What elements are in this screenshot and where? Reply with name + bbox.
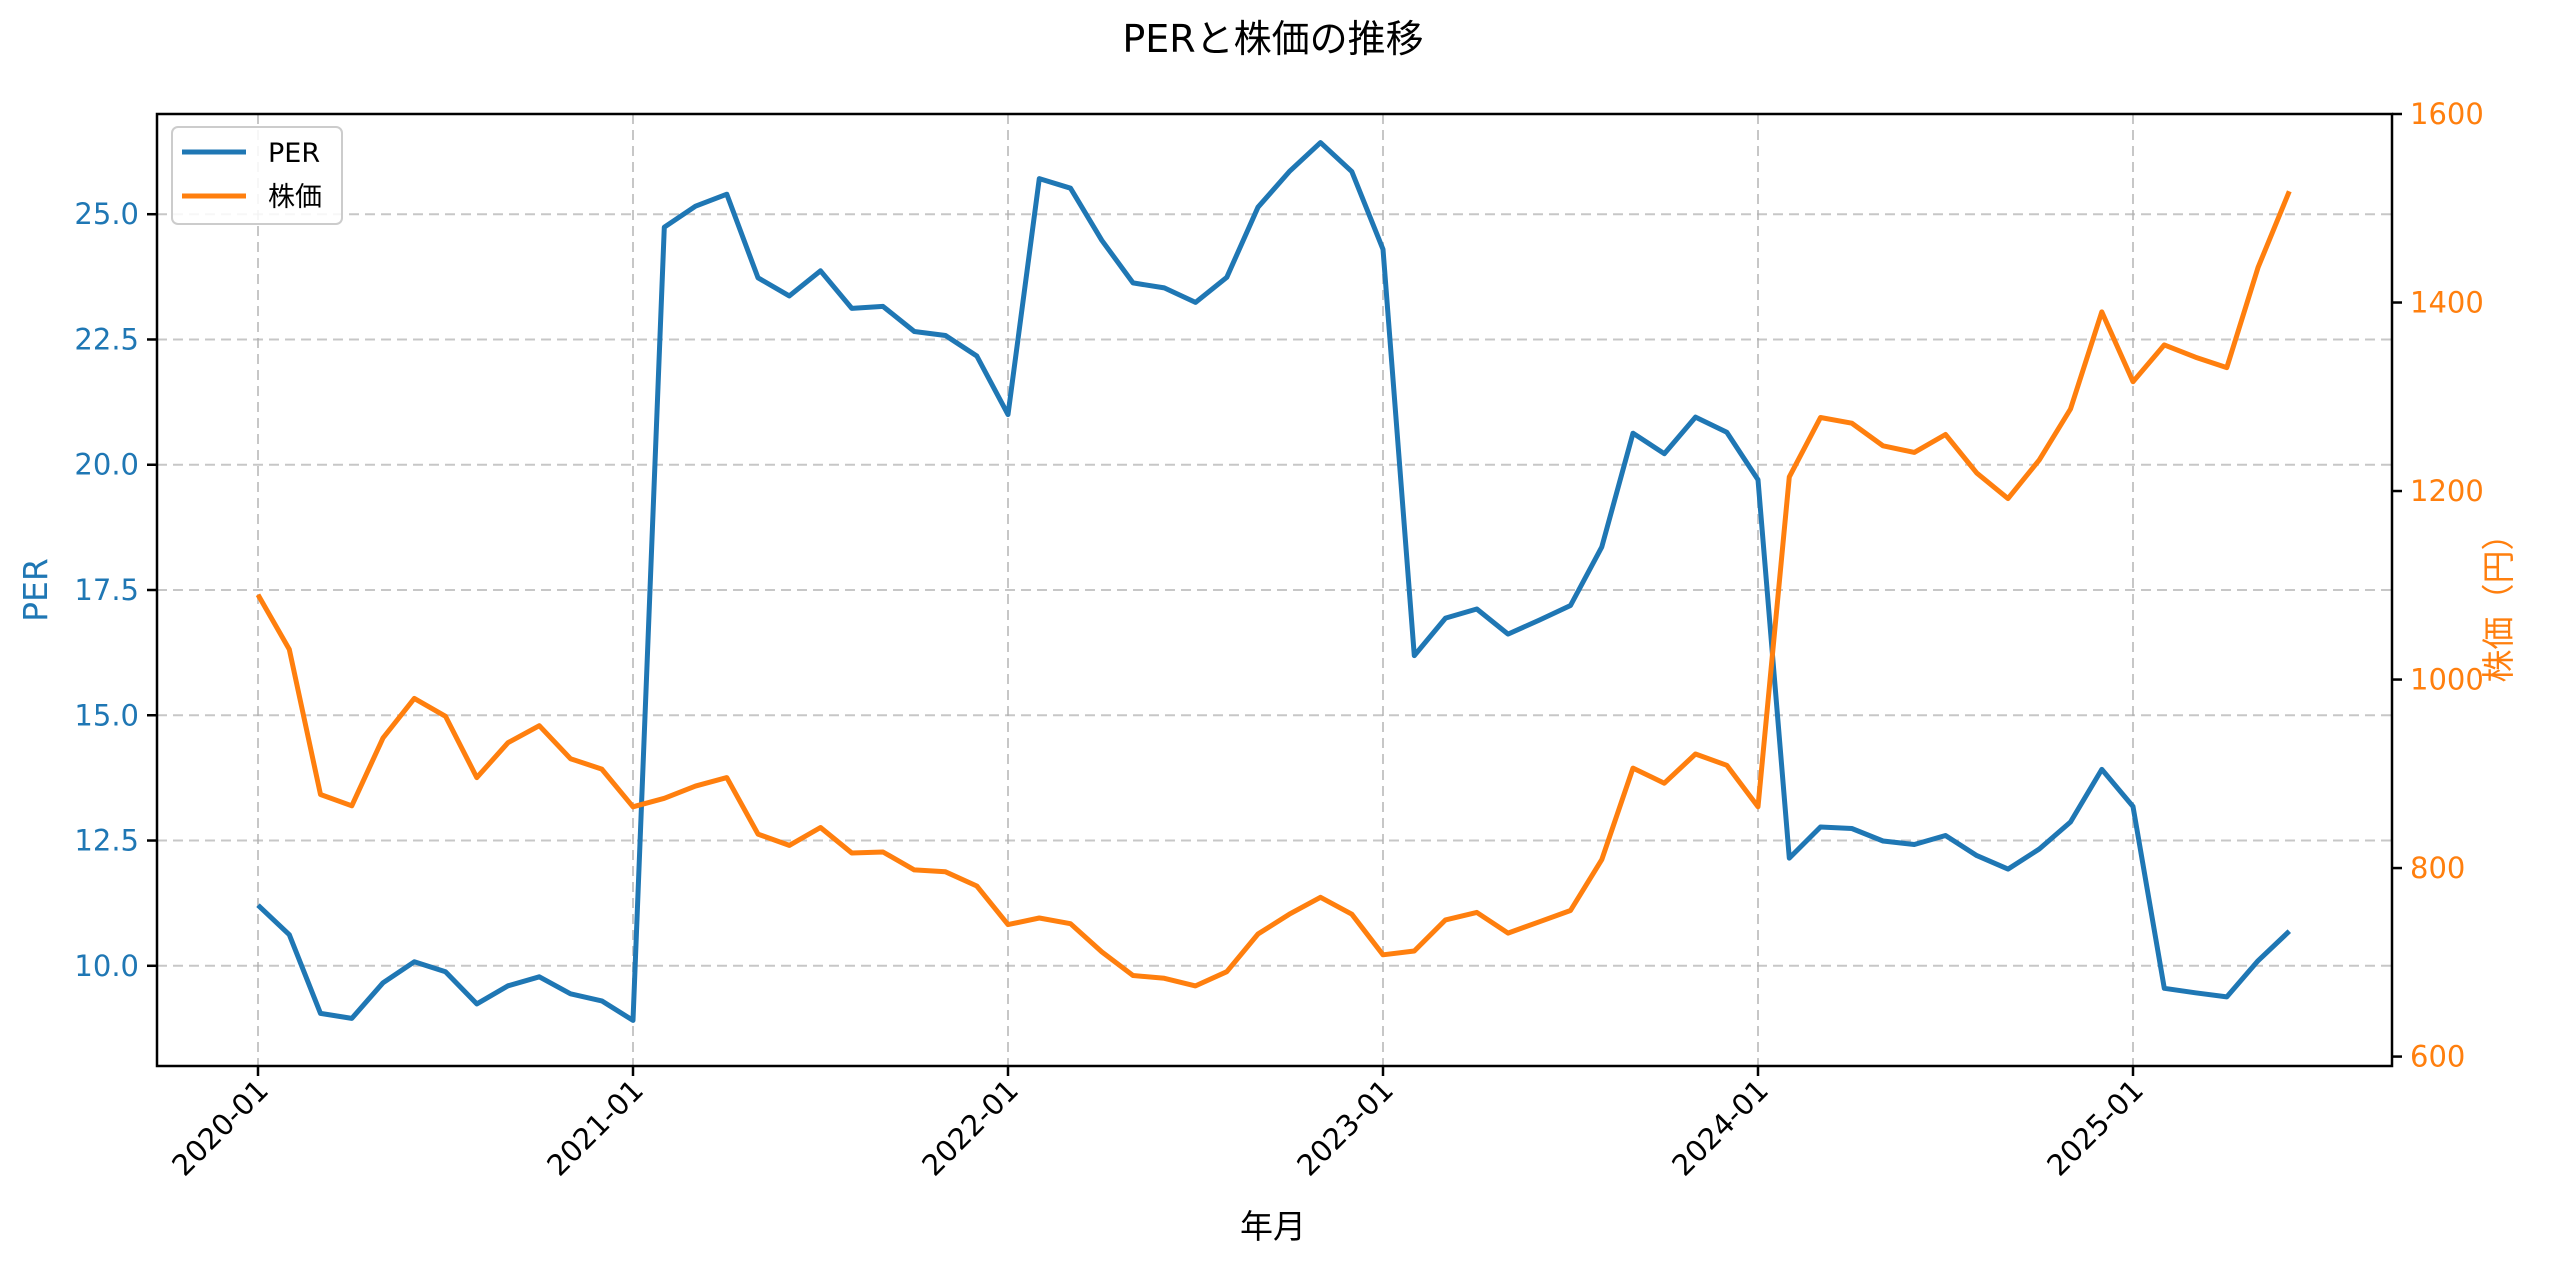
x-axis-label: 年月 — [1240, 1207, 1306, 1246]
x-tick-label: 2025-01 — [2040, 1073, 2150, 1183]
legend-per-label: PER — [268, 138, 320, 169]
left-tick-label: 20.0 — [74, 448, 139, 482]
legend: PER 株価 — [171, 126, 343, 225]
left-tick-label: 12.5 — [74, 824, 139, 858]
grid-lines — [157, 114, 2392, 1066]
left-tick-label: 22.5 — [74, 322, 139, 356]
right-y-axis-label: 株価（円） — [2479, 518, 2518, 683]
x-tick-label: 2022-01 — [915, 1073, 1025, 1183]
series-lines — [255, 140, 2292, 1023]
left-y-axis-label: PER — [16, 558, 55, 622]
right-tick-label: 1000 — [2410, 663, 2484, 697]
right-tick-label: 1400 — [2410, 286, 2484, 320]
legend-price-label: 株価 — [268, 182, 322, 213]
x-tick-label: 2020-01 — [165, 1073, 275, 1183]
right-tick-label: 600 — [2410, 1040, 2465, 1074]
left-tick-label: 15.0 — [74, 698, 139, 732]
x-tick-label: 2021-01 — [540, 1073, 650, 1183]
per-line — [256, 140, 2292, 1023]
right-tick-label: 1600 — [2410, 97, 2484, 131]
left-tick-label: 17.5 — [74, 573, 139, 607]
left-tick-label: 10.0 — [74, 949, 139, 983]
price-line — [255, 190, 2292, 989]
left-y-axis-ticks: 10.0 12.5 15.0 17.5 20.0 22.5 25.0 — [74, 197, 157, 983]
right-y-axis-ticks: 600 800 1000 1200 1400 1600 — [2392, 97, 2484, 1074]
right-tick-label: 800 — [2410, 851, 2465, 885]
right-tick-label: 1200 — [2410, 474, 2484, 508]
x-axis-ticks: 2020-01 2021-01 2022-01 2023-01 2024-01 2025-… — [165, 1066, 2150, 1183]
x-tick-label: 2024-01 — [1665, 1073, 1775, 1183]
left-tick-label: 25.0 — [74, 197, 139, 231]
chart-title: PERと株価の推移 — [1122, 17, 1423, 61]
x-tick-label: 2023-01 — [1290, 1073, 1400, 1183]
